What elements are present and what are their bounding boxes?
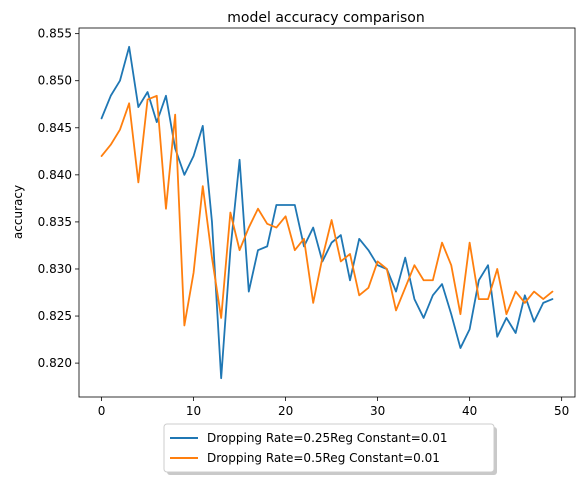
- y-tick-label: 0.830: [38, 262, 72, 276]
- x-tick-label: 40: [462, 404, 477, 418]
- x-tick-label: 30: [370, 404, 385, 418]
- y-axis-label: accuracy: [11, 185, 25, 239]
- y-tick-label: 0.835: [38, 215, 72, 229]
- x-tick-label: 20: [278, 404, 293, 418]
- series-layer: [100, 45, 554, 380]
- series-line-2: [100, 94, 554, 327]
- y-axis: 0.820 0.825 0.830 0.835 0.840 0.845 0.850 0.855: [38, 27, 79, 370]
- legend: Dropping Rate=0.25Reg Constant=0.01 Drop…: [163, 423, 497, 475]
- y-tick-label: 0.840: [38, 168, 72, 182]
- x-tick-label: 10: [186, 404, 201, 418]
- plot-area: 0 10 20 30 40 50 0.8200.8250.8300.8350.8400.8…: [38, 27, 576, 418]
- legend-label-series-2: Dropping Rate=0.5Reg Constant=0.01: [207, 451, 440, 465]
- y-tick-label: 0.820: [38, 356, 72, 370]
- x-axis: 0 10 20 30 40 50: [98, 397, 569, 418]
- y-tick-label: 0.850: [38, 74, 72, 88]
- x-tick-label: 50: [554, 404, 569, 418]
- legend-box: [163, 423, 495, 473]
- legend-label-series-1: Dropping Rate=0.25Reg Constant=0.01: [207, 431, 447, 445]
- x-tick-label: 0: [98, 404, 106, 418]
- y-tick-label: 0.845: [38, 121, 72, 135]
- chart-title: model accuracy comparison: [227, 10, 424, 26]
- y-tick-label: 0.825: [38, 309, 72, 323]
- axes-frame: [78, 27, 576, 398]
- y-tick-label: 0.855: [38, 27, 72, 41]
